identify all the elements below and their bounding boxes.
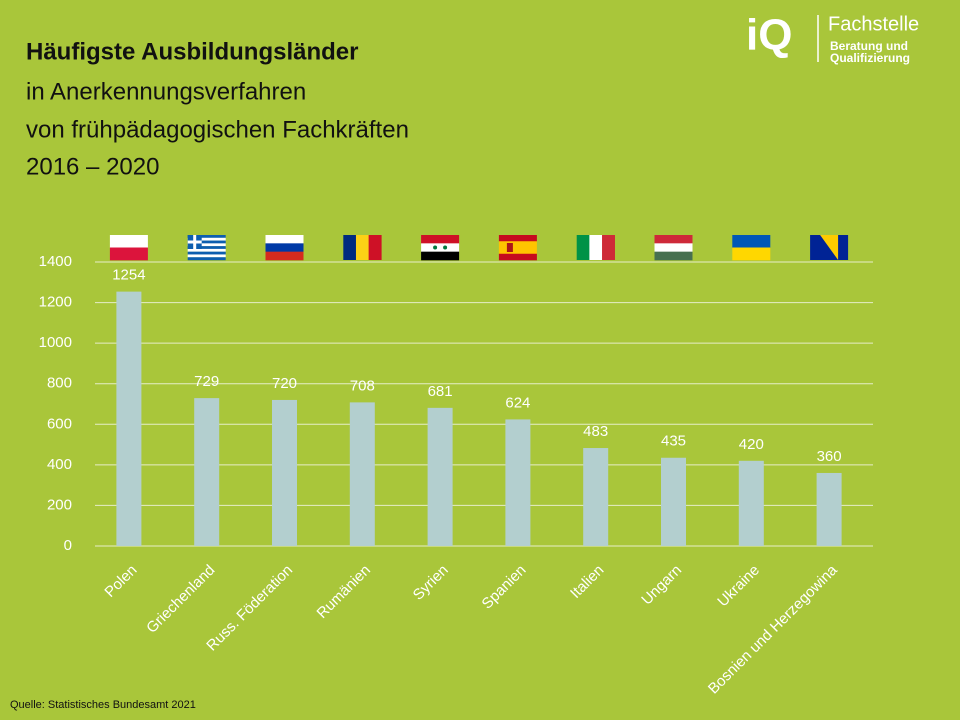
bar	[272, 399, 297, 546]
flag-stripe	[602, 235, 615, 260]
x-tick-label: Syrien	[410, 562, 452, 604]
logo-name: Fachstelle	[828, 13, 919, 35]
bar	[661, 457, 686, 546]
flag-triangle	[820, 235, 839, 260]
flag-stripe	[187, 251, 226, 255]
flag-stripe	[421, 251, 460, 261]
flag-stripe	[576, 235, 590, 260]
flag-stripe	[187, 237, 226, 241]
flag-stripe	[109, 247, 148, 261]
flag	[343, 235, 382, 260]
bar	[194, 398, 220, 546]
x-tick-label: Russ. Föderation	[203, 562, 296, 655]
value-label: 681	[428, 383, 453, 400]
flag-stripe	[187, 240, 226, 244]
y-tick-label: 800	[47, 375, 72, 392]
value-label: 708	[350, 377, 375, 394]
x-tick-label: Polen	[101, 562, 140, 601]
flag-stripe	[732, 235, 771, 248]
value-label: 483	[583, 423, 608, 440]
logo: iQ Fachstelle Beratung und Qualifizierun…	[746, 11, 919, 66]
logo-line: Qualifizierung	[830, 51, 910, 65]
flag	[265, 235, 304, 261]
flag-stripe	[498, 247, 537, 255]
x-tick-label: Ungarn	[638, 562, 685, 609]
flag-stripe	[187, 248, 226, 252]
flag-star	[443, 245, 448, 250]
flag-stripe	[421, 235, 460, 244]
flag-stripe	[654, 251, 693, 261]
bar	[816, 472, 842, 546]
flag-stripe	[265, 235, 304, 244]
chart-subtitle: von frühpädagogischen Fachkräften	[26, 116, 409, 143]
flag	[109, 235, 148, 261]
logo-line: Beratung und	[830, 39, 908, 53]
flag-stripe	[732, 247, 771, 261]
source: Quelle: Statistisches Bundesamt 2021	[10, 699, 196, 711]
bar	[505, 419, 531, 546]
flag-stripe	[109, 235, 148, 248]
flag-cross	[193, 235, 197, 249]
flag-stripe	[265, 243, 304, 252]
flag-stripe	[187, 254, 226, 258]
value-label: 1254	[112, 267, 145, 284]
logo-mark: iQ	[746, 11, 792, 60]
bar	[583, 448, 609, 546]
flag-stripe	[498, 253, 537, 261]
flag-stripe	[654, 243, 693, 252]
flag-stripe	[355, 235, 369, 260]
y-tick-label: 200	[47, 496, 72, 513]
chart-subtitle: 2016 – 2020	[26, 153, 159, 180]
y-tick-label: 600	[47, 415, 72, 432]
bar	[738, 460, 764, 546]
flag-stripe	[654, 235, 693, 244]
flag-stripe	[498, 241, 537, 248]
chart-title: Häufigste Ausbildungsländer	[26, 38, 358, 65]
x-tick-label: Bosnien und Herzegowina	[705, 561, 841, 697]
y-tick-label: 1400	[39, 253, 72, 270]
flag-stripe	[187, 235, 226, 238]
bar	[427, 407, 453, 546]
x-tick-label: Spanien	[479, 562, 530, 613]
flag	[654, 235, 693, 261]
flag-stripe	[421, 243, 460, 252]
value-label: 624	[505, 394, 530, 411]
flag-star	[433, 245, 438, 250]
x-tick-label: Rumänien	[314, 562, 374, 622]
flag	[498, 235, 537, 261]
flag-stripe	[368, 235, 382, 260]
x-tick-label: Ukraine	[714, 562, 763, 611]
value-label: 435	[661, 433, 686, 450]
flag	[421, 235, 460, 261]
chart-subtitle: in Anerkennungsverfahren	[26, 78, 306, 105]
flag-emblem	[506, 243, 513, 252]
flag	[187, 235, 226, 261]
flag-stripe	[498, 235, 537, 242]
value-label: 360	[817, 448, 842, 465]
x-tick-label: Italien	[567, 562, 607, 602]
flag	[732, 235, 771, 261]
flag-stripe	[187, 246, 226, 250]
value-label: 420	[739, 436, 764, 453]
flag-stripe	[589, 235, 603, 260]
flag-stripe	[343, 235, 357, 260]
flag-stripe	[187, 243, 226, 247]
x-tick-label: Griechenland	[143, 562, 218, 637]
y-tick-label: 1000	[39, 334, 72, 351]
y-tick-label: 400	[47, 456, 72, 473]
flag-stripe	[187, 257, 226, 261]
flag	[810, 235, 849, 260]
flag	[576, 235, 615, 260]
y-tick-label: 0	[64, 537, 72, 554]
flag-stripe	[265, 251, 304, 261]
value-label: 729	[194, 373, 219, 390]
bar	[116, 291, 142, 546]
bar	[349, 402, 375, 546]
y-tick-label: 1200	[39, 294, 72, 311]
value-label: 720	[272, 375, 297, 392]
